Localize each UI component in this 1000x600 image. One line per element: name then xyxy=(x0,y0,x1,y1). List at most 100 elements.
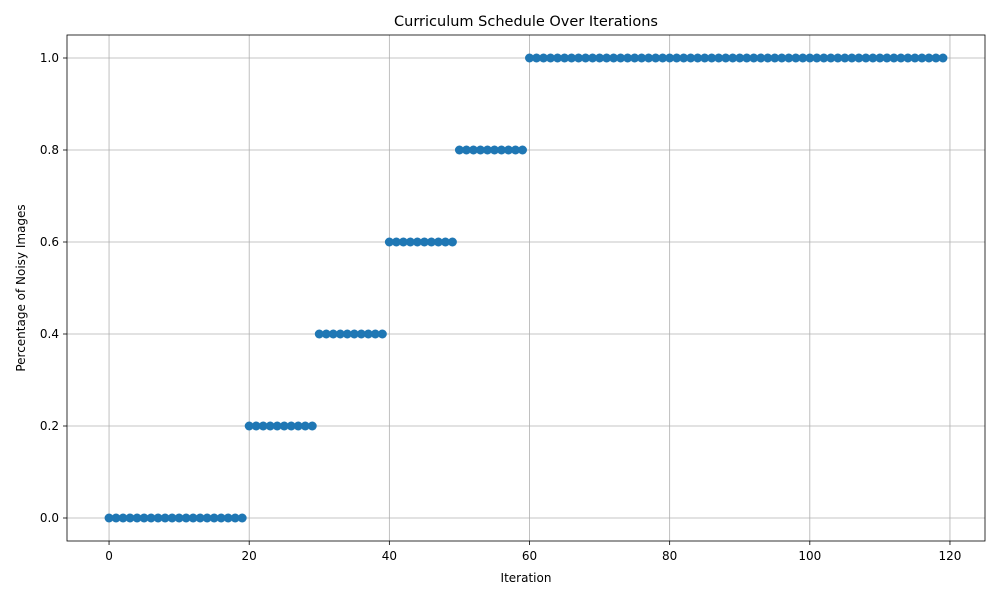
data-point xyxy=(672,53,682,63)
data-point xyxy=(609,53,619,63)
data-point xyxy=(398,237,408,247)
data-point xyxy=(300,421,310,431)
data-point xyxy=(272,421,282,431)
data-point xyxy=(546,53,556,63)
y-tick-label: 0.2 xyxy=(40,419,59,433)
data-point xyxy=(588,53,598,63)
data-point xyxy=(426,237,436,247)
data-point xyxy=(637,53,647,63)
data-point xyxy=(237,513,247,523)
data-point xyxy=(391,237,401,247)
data-point xyxy=(251,421,261,431)
data-point xyxy=(118,513,128,523)
data-point xyxy=(440,237,450,247)
data-point xyxy=(202,513,212,523)
data-point xyxy=(903,53,913,63)
data-point xyxy=(917,53,927,63)
data-point xyxy=(363,329,373,339)
data-point xyxy=(349,329,359,339)
data-point xyxy=(735,53,745,63)
data-point xyxy=(931,53,941,63)
data-point xyxy=(532,53,542,63)
data-point xyxy=(595,53,605,63)
data-point xyxy=(279,421,289,431)
data-point xyxy=(756,53,766,63)
plot-frame xyxy=(66,34,986,542)
data-point xyxy=(517,145,527,155)
data-point xyxy=(503,145,513,155)
data-point xyxy=(567,53,577,63)
y-tick-label: 0.4 xyxy=(40,327,59,341)
data-point xyxy=(581,53,591,63)
data-point xyxy=(335,329,345,339)
data-point xyxy=(707,53,717,63)
data-point xyxy=(139,513,149,523)
x-tick-label: 60 xyxy=(522,549,537,563)
data-point xyxy=(195,513,205,523)
data-point xyxy=(721,53,731,63)
data-point xyxy=(826,53,836,63)
grid-layer xyxy=(67,35,985,541)
data-point xyxy=(805,53,815,63)
data-point xyxy=(293,421,303,431)
data-point xyxy=(412,237,422,247)
y-tick-label: 0.6 xyxy=(40,235,59,249)
data-point xyxy=(328,329,338,339)
data-point xyxy=(153,513,163,523)
data-point xyxy=(489,145,499,155)
data-point xyxy=(791,53,801,63)
data-point xyxy=(209,513,219,523)
data-point xyxy=(553,53,563,63)
data-point xyxy=(419,237,429,247)
data-point xyxy=(728,53,738,63)
data-point xyxy=(160,513,170,523)
data-point xyxy=(602,53,612,63)
data-point xyxy=(461,145,471,155)
data-point xyxy=(468,145,478,155)
x-axis-label: Iteration xyxy=(501,571,552,585)
ticks-layer: 0 20 40 60 80 100 120 0.0 0.2 0.4 0.6 0.8 1.0 xyxy=(40,51,962,563)
points-layer xyxy=(104,53,948,523)
data-point xyxy=(763,53,773,63)
data-point xyxy=(132,513,142,523)
x-tick-label: 100 xyxy=(798,549,821,563)
data-point xyxy=(847,53,857,63)
x-tick-label: 0 xyxy=(105,549,113,563)
y-tick-label: 1.0 xyxy=(40,51,59,65)
data-point xyxy=(910,53,920,63)
data-point xyxy=(833,53,843,63)
data-point xyxy=(321,329,331,339)
data-point xyxy=(651,53,661,63)
data-point xyxy=(188,513,198,523)
data-point xyxy=(510,145,520,155)
data-point xyxy=(475,145,485,155)
data-point xyxy=(370,329,380,339)
y-axis-label: Percentage of Noisy Images xyxy=(14,204,28,371)
data-point xyxy=(574,53,584,63)
x-tick-label: 40 xyxy=(382,549,397,563)
data-point xyxy=(146,513,156,523)
data-point xyxy=(658,53,668,63)
data-point xyxy=(770,53,780,63)
data-point xyxy=(216,513,226,523)
data-point xyxy=(104,513,114,523)
data-point xyxy=(314,329,324,339)
x-tick-label: 80 xyxy=(662,549,677,563)
data-point xyxy=(798,53,808,63)
data-point xyxy=(560,53,570,63)
data-point xyxy=(693,53,703,63)
data-point xyxy=(868,53,878,63)
data-point xyxy=(286,421,296,431)
y-tick-label: 0.0 xyxy=(40,511,59,525)
data-point xyxy=(447,237,457,247)
data-point xyxy=(230,513,240,523)
data-point xyxy=(665,53,675,63)
data-point xyxy=(454,145,464,155)
data-point xyxy=(700,53,710,63)
data-point xyxy=(840,53,850,63)
data-point xyxy=(377,329,387,339)
y-tick-label: 0.8 xyxy=(40,143,59,157)
data-point xyxy=(307,421,317,431)
data-point xyxy=(496,145,506,155)
